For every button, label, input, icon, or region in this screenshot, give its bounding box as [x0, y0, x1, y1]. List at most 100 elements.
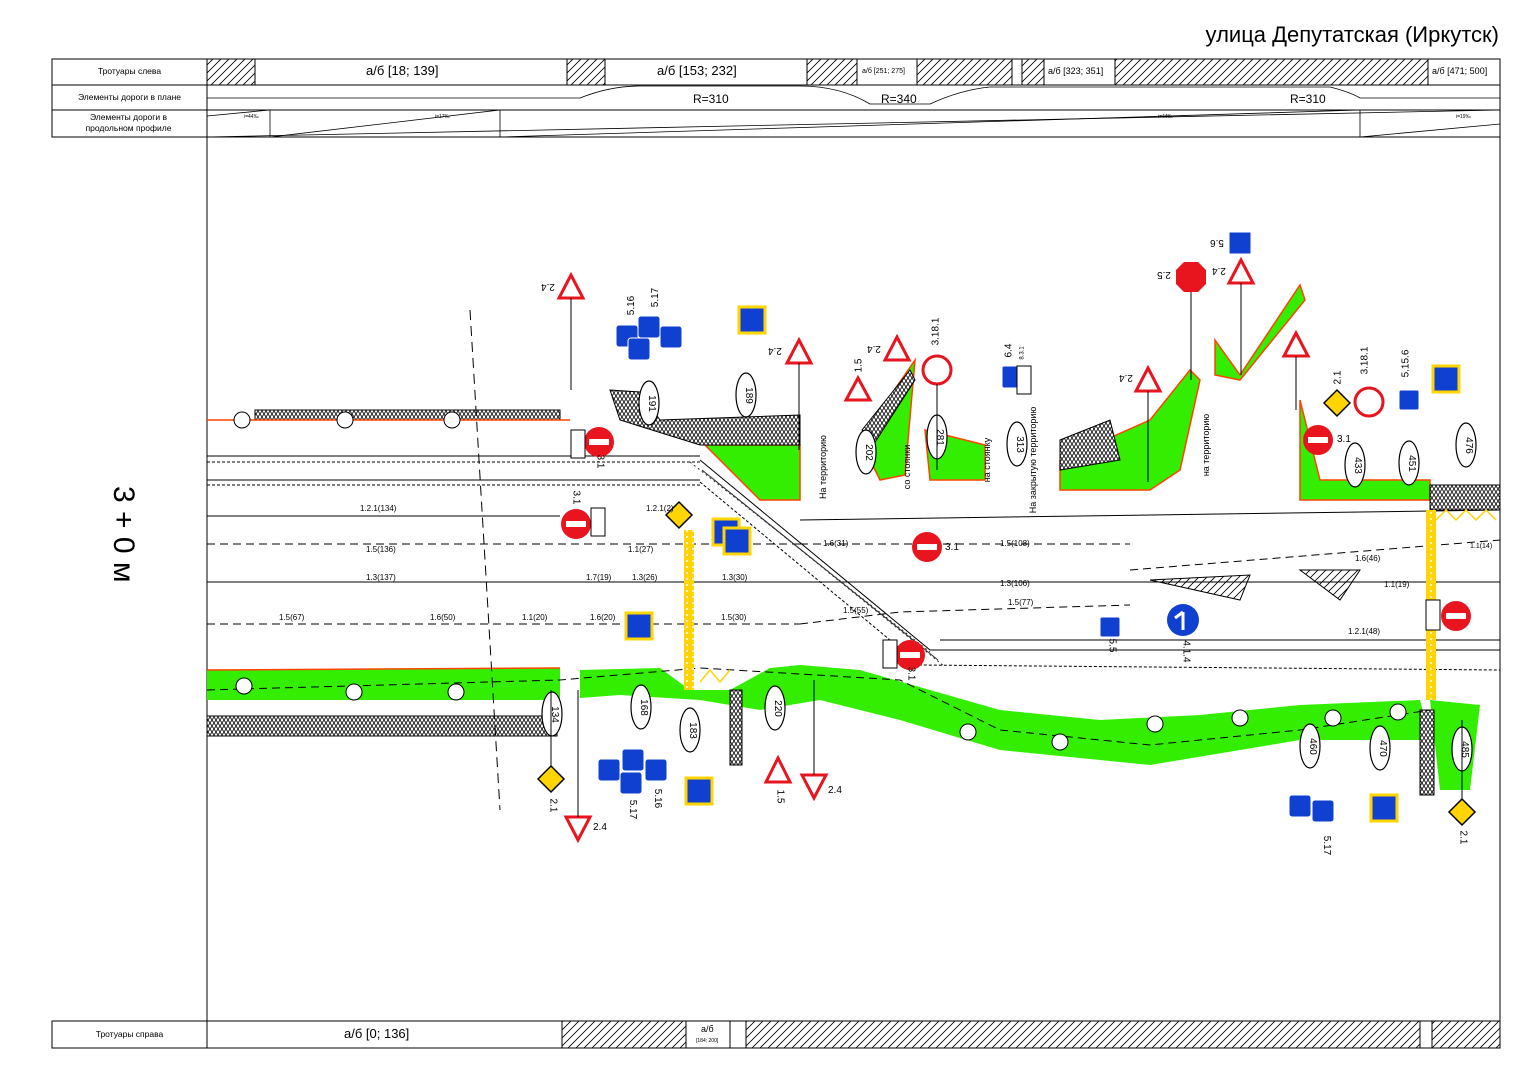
right-sidewalk-blocks — [561, 1020, 1501, 1049]
sign-label: 5.15.6 — [1400, 349, 1412, 378]
sign-label: 5.6 — [1210, 237, 1224, 248]
sign-label: 5.17 — [1321, 835, 1333, 856]
marker-number: 189 — [742, 387, 754, 404]
profile-lines — [206, 109, 1501, 138]
station-label: 3 + 0 м — [107, 486, 140, 583]
green-zones — [206, 283, 1480, 790]
marking-label: 1.7(19) — [586, 573, 612, 582]
sign-label: 2.1 — [547, 798, 559, 813]
sidewalk-value: а/б [153; 232] — [657, 63, 737, 78]
sign-posts — [550, 283, 1463, 817]
rail-tracks — [689, 461, 945, 667]
blue-lane-signs — [597, 231, 1420, 823]
sidewalk-value: а/б [0; 136] — [344, 1026, 410, 1041]
sign-label: 3.1 — [905, 666, 917, 681]
prohibition-signs — [921, 354, 1385, 418]
sign-label: 5.16 — [626, 295, 638, 316]
marker-number: 313 — [1013, 436, 1025, 453]
no-entry-signs — [561, 425, 1471, 670]
sidewalk-value: а/б — [701, 1024, 714, 1034]
marking-label: 1.2.1(2) — [646, 504, 674, 513]
sign-label: 2.1 — [1457, 830, 1469, 845]
marking-label: 1.6(46) — [1355, 554, 1381, 563]
sign-label: 5.16 — [652, 788, 664, 809]
marking-label: 1.2.1(134) — [360, 504, 397, 513]
sidewalk-value: а/б [323; 351] — [1048, 66, 1104, 76]
profile-slope: i=44‰ — [244, 114, 259, 120]
direction-text: на территорию — [1201, 413, 1212, 477]
marking-label: 1.2.1(48) — [1348, 627, 1381, 636]
sidewalk-value: а/б [18; 139] — [366, 63, 439, 78]
marker-number: 470 — [1376, 740, 1388, 757]
sign-label: 3.18.1 — [930, 317, 942, 346]
marker-number: 433 — [1351, 457, 1363, 474]
marker-number: 485 — [1458, 741, 1470, 758]
marking-label: 1.3(26) — [632, 573, 658, 582]
sign-label: 2.4 — [867, 343, 881, 354]
marking-label: 1.5(67) — [279, 613, 305, 622]
marking-label: 1.5(108) — [1000, 539, 1030, 548]
direction-arrows — [570, 365, 1441, 669]
sign-label: 3.1 — [945, 542, 959, 553]
marking-label: 1.5(55) — [843, 606, 869, 615]
sign-label: 2.1 — [1332, 370, 1344, 385]
sign-label: 5.5 — [1106, 638, 1118, 653]
marking-label: 1.5(30) — [721, 613, 747, 622]
direction-text: На территорию — [817, 435, 828, 499]
sign-label: 3.1 — [1337, 434, 1351, 445]
marking-label: 1.6(50) — [430, 613, 456, 622]
sidewalk-value: а/б [251; 275] — [862, 68, 905, 75]
marking-label: 1.1(20) — [522, 613, 548, 622]
sign-label: 2.4 — [541, 281, 555, 292]
marker-number: 191 — [645, 395, 657, 412]
sign-label: 4.1.4 — [1180, 640, 1192, 663]
row-label-left-sidewalks: Тротуары слева — [97, 66, 162, 76]
row-label-right-sidewalks: Тротуары справа — [95, 1029, 164, 1039]
row-label-plan: Элементы дороги в плане — [77, 92, 182, 102]
marking-label: 1.5(136) — [366, 545, 396, 554]
page-title: улица Депутатская (Иркутск) — [1205, 22, 1499, 47]
sidewalk-symbols — [233, 411, 1407, 751]
marking-label: 1.5(77) — [1008, 598, 1034, 607]
road-lines — [206, 309, 1501, 811]
marking-label: 1.3(137) — [366, 573, 396, 582]
hatched-curbs — [206, 369, 1501, 796]
sign-label: 5.17 — [650, 287, 662, 308]
marking-label: 1.1(19) — [1384, 580, 1410, 589]
marker-number: 183 — [686, 722, 698, 739]
marker-number: 168 — [637, 699, 649, 716]
sign-label: 1.5 — [774, 789, 786, 804]
sidewalk-value: [184; 200] — [696, 1038, 719, 1044]
marker-number: 451 — [1405, 455, 1417, 472]
plan-curve: R=310 — [1290, 92, 1326, 106]
station-markers — [541, 372, 1477, 772]
marker-number: 134 — [548, 706, 560, 723]
marker-number: 202 — [862, 444, 874, 461]
profile-slope: i=17‰ — [435, 114, 450, 120]
sign-label: 2.4 — [593, 822, 607, 833]
priority-signs — [536, 388, 1477, 827]
marker-number: 281 — [933, 429, 945, 446]
plan-curves-line — [207, 85, 1500, 105]
direction-text: На закрытую территорию — [1028, 406, 1039, 514]
sign-label: 1.5 — [853, 358, 865, 373]
profile-slope: i=44‰ — [1158, 114, 1173, 120]
marking-label: 1.3(106) — [1000, 579, 1030, 588]
warning-signs — [556, 256, 1311, 844]
marker-number: 220 — [771, 700, 783, 717]
profile-slope: i=19‰ — [1456, 114, 1471, 120]
marking-label: 1.1(14) — [1470, 543, 1493, 550]
marker-number: 460 — [1306, 738, 1318, 755]
marking-label: 1.6(20) — [590, 613, 616, 622]
sign-label: 6.4 — [1003, 343, 1015, 358]
sign-label: 2.4 — [768, 345, 782, 356]
left-sidewalk-blocks — [206, 58, 1429, 86]
sign-label: 3.1 — [570, 490, 582, 505]
marking-label: 1.6(31) — [823, 539, 849, 548]
plan-curve: R=340 — [881, 92, 917, 106]
plan-curve: R=310 — [693, 92, 729, 106]
marker-number: 476 — [1462, 437, 1474, 454]
sign-label: 3.1 — [594, 454, 606, 469]
sign-label: 5.17 — [627, 799, 639, 820]
